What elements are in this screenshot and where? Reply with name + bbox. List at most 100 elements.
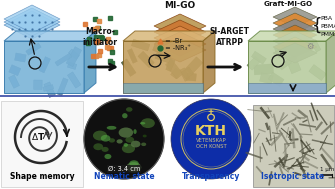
Text: Graft-MI-GO: Graft-MI-GO	[263, 1, 313, 7]
Polygon shape	[248, 83, 326, 93]
Polygon shape	[285, 43, 295, 53]
FancyBboxPatch shape	[253, 105, 334, 187]
FancyBboxPatch shape	[1, 101, 83, 187]
Circle shape	[171, 99, 251, 179]
Ellipse shape	[143, 135, 147, 137]
Polygon shape	[260, 73, 273, 84]
Polygon shape	[57, 78, 68, 96]
Polygon shape	[67, 72, 81, 88]
Text: $\Delta$T: $\Delta$T	[31, 132, 45, 143]
Polygon shape	[254, 64, 274, 75]
Ellipse shape	[105, 154, 112, 159]
Polygon shape	[273, 31, 317, 51]
Polygon shape	[154, 32, 206, 56]
Ellipse shape	[131, 141, 140, 147]
Ellipse shape	[125, 137, 134, 143]
Text: Shape memory: Shape memory	[10, 172, 74, 181]
Polygon shape	[67, 62, 77, 70]
Polygon shape	[179, 68, 190, 81]
Polygon shape	[4, 5, 60, 33]
Text: = -NR₃⁺: = -NR₃⁺	[163, 45, 191, 51]
Polygon shape	[121, 59, 136, 77]
Text: Nematic state: Nematic state	[94, 172, 154, 181]
Text: 1 μm: 1 μm	[320, 167, 334, 172]
Ellipse shape	[129, 160, 139, 166]
Polygon shape	[44, 82, 55, 98]
Polygon shape	[55, 53, 72, 66]
Polygon shape	[154, 38, 206, 62]
Text: PBA: PBA	[320, 15, 332, 20]
Polygon shape	[288, 61, 301, 74]
Polygon shape	[273, 19, 317, 39]
Polygon shape	[252, 51, 266, 64]
Ellipse shape	[124, 143, 128, 147]
Polygon shape	[268, 72, 284, 86]
Polygon shape	[279, 55, 297, 70]
Polygon shape	[4, 11, 60, 39]
Polygon shape	[138, 51, 154, 68]
Text: Macro-
initiator: Macro- initiator	[82, 27, 118, 47]
Text: OCH KONST: OCH KONST	[196, 145, 226, 149]
Text: SI-ARGET
ATRPP: SI-ARGET ATRPP	[210, 27, 250, 47]
Ellipse shape	[119, 128, 133, 138]
Text: = -Br: = -Br	[163, 38, 182, 44]
Polygon shape	[274, 44, 288, 56]
Polygon shape	[123, 83, 203, 93]
Polygon shape	[43, 85, 54, 91]
Polygon shape	[165, 60, 183, 79]
Ellipse shape	[117, 139, 123, 143]
Polygon shape	[127, 49, 137, 63]
Ellipse shape	[133, 129, 137, 134]
Polygon shape	[84, 31, 96, 93]
Polygon shape	[26, 43, 41, 55]
Text: GO: GO	[24, 0, 40, 1]
Polygon shape	[276, 46, 289, 57]
Text: PBMA: PBMA	[320, 23, 335, 29]
Polygon shape	[9, 65, 21, 76]
Polygon shape	[186, 73, 196, 81]
Polygon shape	[273, 7, 317, 27]
Text: KTH: KTH	[195, 124, 227, 138]
Text: ♁: ♁	[206, 110, 216, 124]
Polygon shape	[154, 26, 206, 50]
Polygon shape	[181, 67, 194, 79]
Polygon shape	[123, 31, 215, 41]
Polygon shape	[14, 53, 26, 62]
Ellipse shape	[107, 126, 117, 130]
Ellipse shape	[102, 147, 109, 152]
Polygon shape	[171, 68, 181, 79]
Text: Transparency: Transparency	[182, 172, 240, 181]
Polygon shape	[326, 31, 335, 93]
Text: Ø: 3.4 cm: Ø: 3.4 cm	[108, 166, 140, 172]
Ellipse shape	[141, 143, 146, 146]
Ellipse shape	[140, 122, 145, 125]
Ellipse shape	[126, 107, 132, 112]
Polygon shape	[311, 40, 321, 52]
Ellipse shape	[93, 131, 107, 140]
Polygon shape	[309, 64, 326, 81]
Ellipse shape	[126, 162, 141, 173]
Polygon shape	[8, 75, 19, 88]
Ellipse shape	[122, 144, 135, 153]
Ellipse shape	[141, 118, 155, 128]
Polygon shape	[248, 31, 335, 41]
Polygon shape	[248, 41, 326, 93]
Polygon shape	[166, 58, 175, 71]
Ellipse shape	[101, 135, 111, 142]
Text: VETENSKAP: VETENSKAP	[196, 139, 226, 143]
Text: ⚙: ⚙	[306, 42, 314, 50]
Polygon shape	[273, 37, 317, 57]
Polygon shape	[155, 51, 172, 63]
Text: {: {	[312, 17, 322, 35]
Ellipse shape	[93, 143, 103, 150]
Text: Isotropic state: Isotropic state	[261, 172, 325, 181]
Polygon shape	[66, 47, 82, 67]
Polygon shape	[131, 39, 150, 51]
Polygon shape	[68, 49, 79, 60]
Polygon shape	[247, 56, 261, 70]
Polygon shape	[273, 13, 317, 33]
Polygon shape	[273, 25, 317, 45]
Polygon shape	[39, 57, 51, 73]
Polygon shape	[203, 31, 215, 93]
Polygon shape	[154, 20, 206, 44]
